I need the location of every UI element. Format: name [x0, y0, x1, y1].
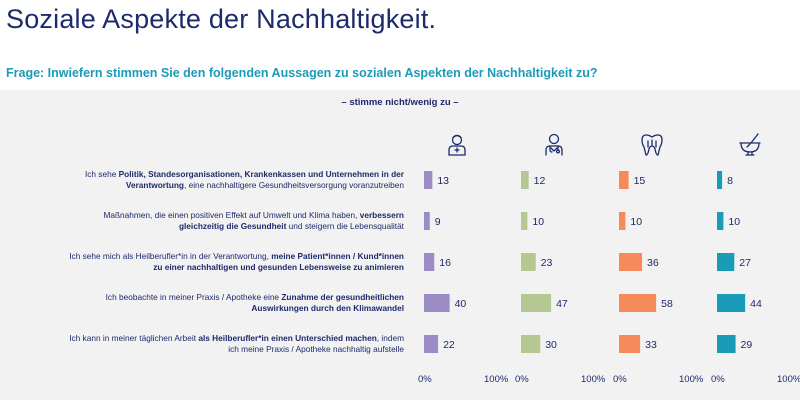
x-tick-label: 100% — [679, 374, 704, 385]
bar — [717, 335, 736, 353]
chart-subtitle: – stimme nicht/wenig zu – — [341, 97, 459, 108]
tooth-icon — [639, 131, 665, 157]
bar — [521, 335, 541, 353]
statement-label: Ich sehe Politik, Standesorganisationen,… — [84, 169, 404, 190]
bar — [619, 253, 643, 271]
doctor-icon — [444, 131, 470, 157]
x-tick-label: 0% — [613, 374, 627, 385]
bar-value-label: 12 — [534, 175, 546, 187]
bar-value-label: 16 — [439, 257, 451, 269]
x-tick-label: 100% — [484, 374, 509, 385]
bar — [424, 253, 435, 271]
bar — [424, 335, 439, 353]
bar — [424, 294, 450, 312]
bar — [521, 171, 529, 189]
bar-value-label: 10 — [728, 216, 740, 228]
x-tick-label: 0% — [711, 374, 725, 385]
bar-value-label: 22 — [443, 339, 455, 351]
bar-value-label: 29 — [741, 339, 753, 351]
bar — [521, 212, 528, 230]
bar-value-label: 10 — [532, 216, 544, 228]
bar-value-label: 30 — [545, 339, 557, 351]
bar-value-label: 23 — [541, 257, 553, 269]
bar — [521, 253, 536, 271]
survey-question: Frage: Inwiefern stimmen Sie den folgend… — [6, 66, 598, 80]
bar — [717, 294, 746, 312]
statement-label: Ich kann in meiner täglichen Arbeit als … — [69, 333, 404, 354]
bar-value-label: 15 — [634, 175, 646, 187]
bar — [717, 171, 723, 189]
bar-value-label: 40 — [455, 298, 467, 310]
x-tick-label: 0% — [515, 374, 529, 385]
bar — [717, 212, 724, 230]
bar-value-label: 58 — [661, 298, 673, 310]
pharmacist-icon — [541, 131, 567, 157]
bar — [521, 294, 552, 312]
bar — [424, 171, 433, 189]
statement-label: Ich beobachte in meiner Praxis / Apothek… — [105, 292, 404, 313]
bar-value-label: 36 — [647, 257, 659, 269]
bar-value-label: 27 — [739, 257, 751, 269]
statement-label: Maßnahmen, die einen positiven Effekt au… — [103, 210, 404, 231]
bar — [424, 212, 430, 230]
bar-value-label: 9 — [435, 216, 441, 228]
bar-value-label: 8 — [727, 175, 733, 187]
bar — [619, 171, 629, 189]
bar-value-label: 47 — [556, 298, 568, 310]
x-tick-label: 0% — [418, 374, 432, 385]
bar — [619, 212, 626, 230]
bar-value-label: 13 — [437, 175, 449, 187]
statement-label: Ich sehe mich als Heilberufler*in in der… — [69, 251, 404, 272]
x-tick-label: 100% — [777, 374, 800, 385]
chart-panel — [0, 90, 800, 400]
page-title: Soziale Aspekte der Nachhaltigkeit. — [6, 4, 437, 34]
bar — [619, 335, 641, 353]
x-tick-label: 100% — [581, 374, 606, 385]
bar — [619, 294, 657, 312]
bar-value-label: 33 — [645, 339, 657, 351]
bar — [717, 253, 735, 271]
bar-value-label: 44 — [750, 298, 762, 310]
mortar-pestle-icon — [737, 131, 763, 157]
bar-value-label: 10 — [630, 216, 642, 228]
